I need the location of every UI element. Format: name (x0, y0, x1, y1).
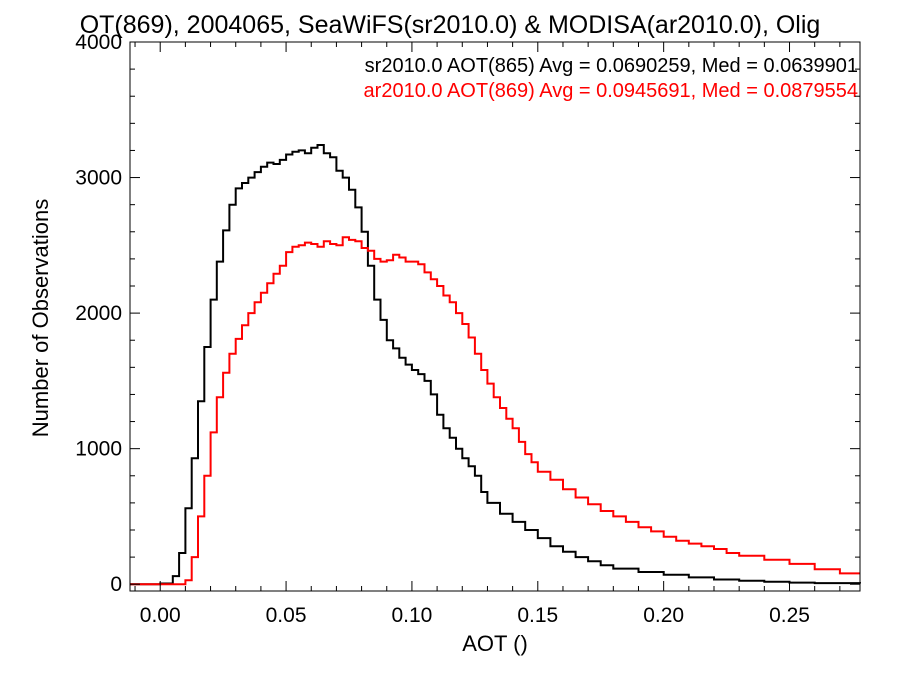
y-axis-label: Number of Observations (28, 199, 53, 437)
y-tick-label: 1000 (75, 438, 122, 461)
chart-title: OT(869), 2004065, SeaWiFS(sr2010.0) & MO… (80, 11, 821, 39)
x-tick-label: 0.00 (140, 604, 181, 627)
x-tick-label: 0.10 (391, 604, 432, 627)
legend-entry-ar2010: ar2010.0 AOT(869) Avg = 0.0945691, Med =… (364, 80, 858, 102)
series-line-0 (130, 144, 861, 586)
y-tick-label: 2000 (75, 302, 122, 325)
y-tick-label: 3000 (75, 167, 122, 190)
plot-frame (129, 41, 861, 592)
x-tick-label: 0.05 (266, 604, 307, 627)
legend-entry-sr2010: sr2010.0 AOT(865) Avg = 0.0690259, Med =… (365, 55, 858, 77)
plot-area: 0.00 0.05 0.10 0.15 0.20 0.25 0 1000 2000 3000 400… (75, 31, 861, 627)
y-tick-label: 4000 (75, 31, 122, 54)
series-line-1 (130, 236, 860, 586)
x-tick-label: 0.25 (769, 604, 810, 627)
x-axis-label: AOT () (462, 631, 528, 656)
y-tick-label: 0 (110, 573, 122, 596)
x-tick-label: 0.20 (643, 604, 684, 627)
x-tick-label: 0.15 (517, 604, 558, 627)
